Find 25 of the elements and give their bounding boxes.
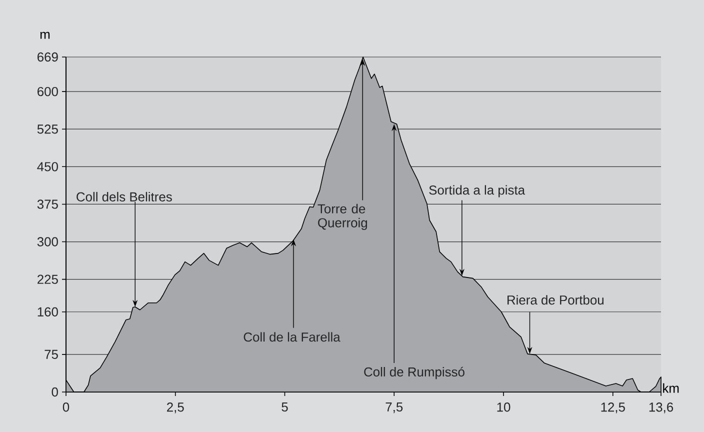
- y-axis-title: m: [40, 32, 50, 39]
- x-tick-label: 0: [62, 402, 70, 412]
- x-tick-label: 2,5: [167, 402, 184, 414]
- y-tick-label: 375: [37, 200, 58, 209]
- y-tick-label: 75: [44, 350, 58, 359]
- x-tick-label: 7,5: [386, 402, 403, 414]
- y-tick-label: 669: [38, 52, 58, 62]
- x-axis-title: km: [663, 383, 679, 393]
- annotation: Torre de Querroig: [318, 204, 368, 230]
- x-tick-label: 13,6: [649, 402, 674, 414]
- annotation: Coll de Rumpissó: [364, 366, 464, 380]
- x-tick-label: 5: [282, 402, 288, 412]
- annotation: Sortida a la pista: [429, 185, 526, 198]
- x-tick-label: 10: [497, 402, 510, 412]
- y-tick-label: 300: [37, 237, 58, 246]
- annotation: Coll dels Belitres: [76, 192, 172, 202]
- annotation: Coll de la Farella: [244, 332, 340, 342]
- y-tick-label: 450: [37, 162, 58, 172]
- y-tick-label: 0: [52, 387, 58, 397]
- y-tick-label: 160: [38, 307, 58, 316]
- y-tick-label: 600: [38, 86, 58, 96]
- y-tick-label: 225: [38, 274, 58, 284]
- annotation: Riera de Portbou: [508, 295, 604, 305]
- x-tick-label: 12,5: [601, 402, 625, 414]
- y-tick-label: 525: [37, 124, 58, 134]
